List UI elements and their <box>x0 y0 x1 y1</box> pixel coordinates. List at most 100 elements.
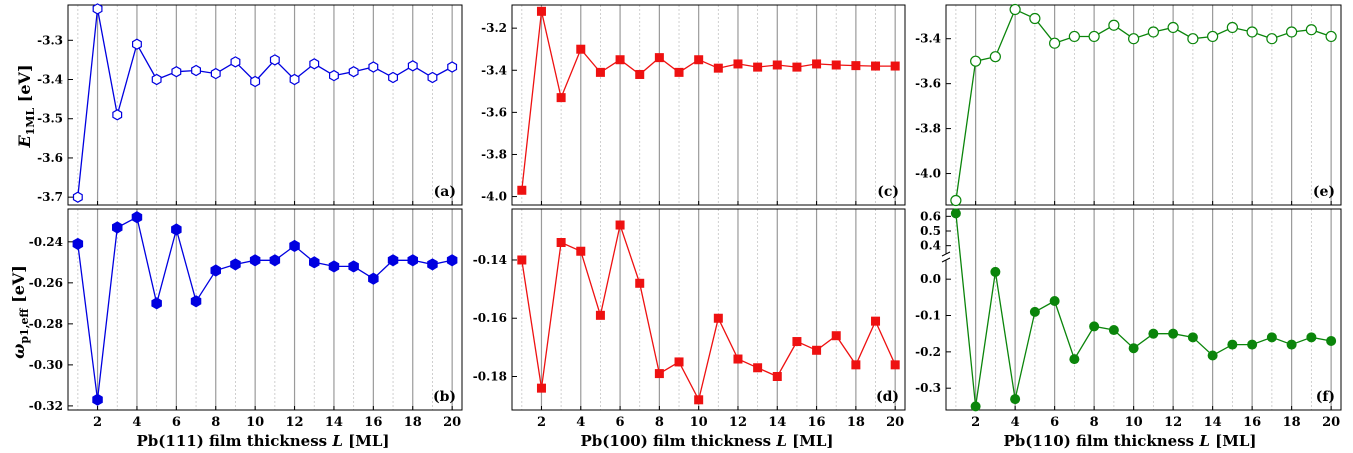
data-point <box>1108 325 1119 336</box>
data-point <box>890 61 900 71</box>
data-point <box>851 61 861 71</box>
data-point <box>1147 26 1159 38</box>
series-line <box>955 213 1332 407</box>
x-tick-label: 2 <box>93 415 102 430</box>
panel-c: -4.0 -3.8 -3.6 -3.4 -3.2 (c) <box>481 4 906 206</box>
y-tick-label: -3.8 <box>481 147 507 161</box>
data-point <box>576 246 586 256</box>
plot-frame <box>945 208 1342 411</box>
data-point <box>713 63 723 73</box>
y-tick-label: -0.32 <box>29 399 63 413</box>
data-point <box>871 316 881 326</box>
data-point <box>1306 332 1317 343</box>
data-point <box>674 357 684 367</box>
data-point <box>1148 328 1159 339</box>
y-axis-label-top: E1ML [eV] <box>15 64 37 148</box>
data-point <box>753 62 763 72</box>
data-point <box>289 239 300 252</box>
data-point <box>674 67 684 77</box>
y-tick-label: 0.5 <box>920 224 941 238</box>
data-point <box>112 109 123 121</box>
data-point <box>309 58 320 70</box>
data-point <box>517 255 527 265</box>
panel-b: -0.32 -0.30 -0.28 -0.26 -0.24 2 4 6 8 10 12 14 16 18 2… <box>29 208 463 430</box>
x-tick-label: 10 <box>246 415 264 430</box>
data-point <box>387 254 399 267</box>
data-point <box>772 372 782 381</box>
series-line <box>521 11 896 191</box>
data-point <box>654 53 664 63</box>
y-tick-label: -3.6 <box>481 105 507 119</box>
data-point <box>1305 24 1317 36</box>
data-point <box>890 360 900 370</box>
data-point <box>556 93 566 103</box>
data-point <box>151 297 162 310</box>
y-tick-label: -3.6 <box>37 151 63 165</box>
x-tick-label: 10 <box>690 415 708 430</box>
data-point <box>1128 33 1140 45</box>
panel-d: -0.18 -0.16 -0.14 2 4 6 8 10 12 14 16 18 20 (d) <box>473 208 906 430</box>
data-point <box>595 67 605 77</box>
data-point <box>230 56 241 68</box>
y-tick-label: -3.6 <box>915 77 941 91</box>
panel-label: (d) <box>876 389 899 405</box>
data-point <box>970 55 982 67</box>
data-point <box>289 73 300 86</box>
data-point <box>1246 26 1258 38</box>
x-tick-label: 4 <box>1011 415 1020 430</box>
data-point <box>171 66 182 78</box>
x-tick-label: 16 <box>364 415 382 430</box>
data-point <box>1068 30 1080 43</box>
series-line <box>77 8 453 198</box>
panels-layer: -3.7-3.6-3.5-3.4-3.3(a)-0.32-0.30-0.28-0… <box>29 3 1342 430</box>
data-point <box>831 60 841 70</box>
y-tick-label: -3.4 <box>481 63 507 77</box>
plot-frame <box>945 4 1342 206</box>
data-point <box>1049 37 1061 49</box>
data-point <box>210 67 221 80</box>
plot-frame <box>67 208 463 411</box>
data-point <box>447 61 458 73</box>
x-tick-label: 12 <box>1164 415 1182 430</box>
data-point <box>269 254 281 267</box>
data-point <box>92 3 103 15</box>
x-tick-label: 6 <box>1050 415 1059 430</box>
data-point <box>989 51 1001 63</box>
x-tick-label: 14 <box>1204 415 1222 430</box>
y-tick-label: -0.1 <box>915 309 941 323</box>
y-tick-label: -0.3 <box>915 381 941 395</box>
data-point <box>92 393 103 406</box>
data-point <box>654 369 664 379</box>
data-point <box>517 185 527 195</box>
data-point <box>1029 306 1040 317</box>
data-point <box>950 194 962 207</box>
y-tick-label: -0.24 <box>29 235 63 249</box>
x-axis-label-110: Pb(110) film thickness L [ML] <box>1004 432 1257 450</box>
data-point <box>812 345 822 355</box>
x-tick-label: 6 <box>616 415 625 430</box>
x-tick-label: 12 <box>286 415 304 430</box>
data-point <box>250 75 261 88</box>
y-tick-label: -3.5 <box>37 112 63 126</box>
data-point <box>1128 343 1139 354</box>
data-point <box>950 208 961 219</box>
data-point <box>407 60 418 72</box>
axis-break-mark <box>941 251 951 257</box>
y-tick-label: -3.4 <box>915 32 941 46</box>
panel-a: -3.7 -3.6 -3.5 -3.4 -3.3 (a) <box>37 3 463 206</box>
data-point <box>1089 321 1100 332</box>
data-point <box>713 313 723 323</box>
data-point <box>427 258 438 271</box>
x-tick-label: 20 <box>1322 415 1340 430</box>
y-tick-label: -0.26 <box>29 276 63 290</box>
data-point <box>536 383 546 393</box>
data-point <box>753 363 763 373</box>
data-point <box>1009 3 1021 16</box>
data-point <box>990 266 1001 277</box>
data-point <box>1266 33 1278 45</box>
data-point <box>269 54 280 66</box>
x-tick-label: 8 <box>655 415 664 430</box>
data-point <box>191 64 201 77</box>
data-point <box>1187 33 1199 45</box>
